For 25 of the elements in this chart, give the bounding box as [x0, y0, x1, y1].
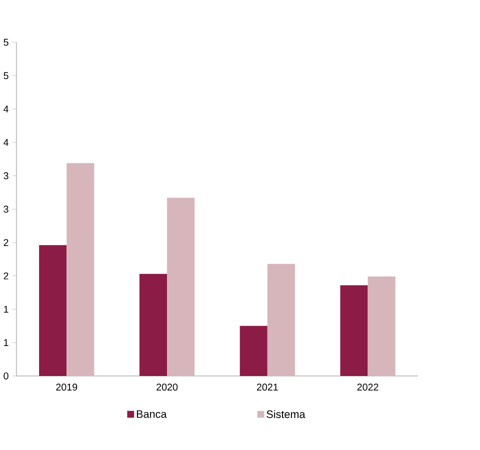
y-tick-label: 3 — [4, 206, 8, 213]
x-tick-label: 2019 — [56, 384, 78, 391]
y-tick-label: 2 — [4, 272, 8, 280]
bar — [368, 276, 396, 376]
bar — [340, 285, 368, 376]
bar — [139, 274, 168, 376]
bar — [66, 163, 94, 376]
bar — [267, 264, 295, 376]
y-tick-label: 1 — [4, 339, 8, 346]
legend-label: Sistema — [266, 410, 306, 418]
legend-label: Banca — [136, 410, 167, 418]
y-tick-label: 5 — [4, 38, 8, 46]
bar — [167, 198, 195, 376]
y-tick-label: 5 — [4, 72, 8, 80]
y-tick-label: 4 — [4, 106, 8, 113]
bar — [39, 245, 67, 376]
x-tick-label: 2020 — [156, 384, 178, 391]
y-tick-label: 1 — [4, 306, 8, 313]
y-tick-label: 0 — [4, 372, 8, 380]
y-tick-label: 3 — [4, 172, 8, 180]
bar — [240, 326, 268, 376]
y-tick-label: 4 — [4, 139, 8, 146]
x-tick-label: 2021 — [256, 384, 278, 391]
x-tick-label: 2022 — [357, 384, 378, 391]
y-tick-label: 2 — [4, 239, 8, 246]
